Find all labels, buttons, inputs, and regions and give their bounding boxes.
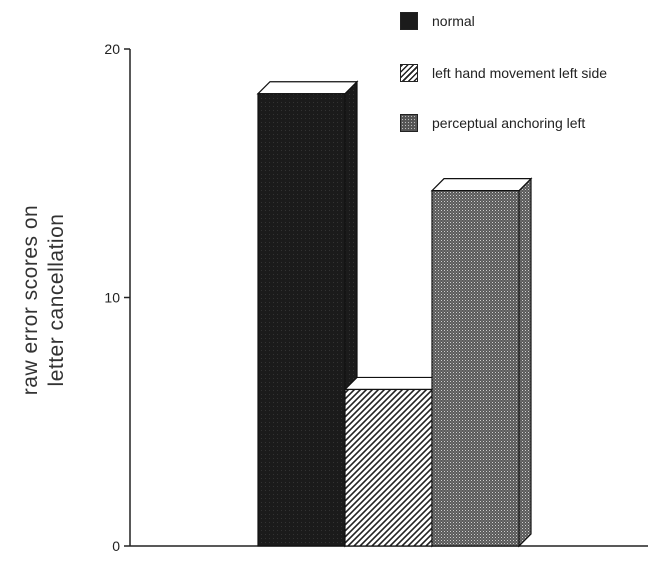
legend-swatch-left-hand [400, 64, 418, 82]
legend-label-perceptual: perceptual anchoring left [432, 115, 586, 131]
bars [256, 80, 533, 548]
y-axis-label: raw error scores on letter cancellation [14, 0, 74, 563]
y-axis-label-line-2: letter cancellation [45, 213, 68, 387]
y-tick-label-20: 20 [104, 41, 120, 57]
bar-side-2 [518, 177, 532, 548]
legend-swatch-perceptual [400, 114, 418, 132]
y-tick-label-10: 10 [104, 290, 120, 306]
legend-swatch-normal [400, 12, 418, 30]
y-tick-label-0: 0 [112, 538, 120, 554]
bar-top-1 [343, 376, 446, 391]
legend-label-normal: normal [432, 13, 475, 29]
legend-label-left-hand: left hand movement left side [432, 65, 608, 81]
bar-top-0 [256, 81, 359, 95]
bar-front-2 [431, 190, 520, 547]
y-axis-label-line-1: raw error scores on [19, 204, 42, 396]
bar-front-0 [257, 93, 346, 547]
bar-front-1 [344, 388, 433, 547]
bar-left-hand-movement-left-side [343, 375, 446, 548]
bar-normal [256, 80, 359, 548]
bar-top-2 [430, 178, 533, 192]
bar-perceptual-anchoring-left [430, 177, 533, 548]
axes: 0 10 20 [104, 41, 648, 554]
